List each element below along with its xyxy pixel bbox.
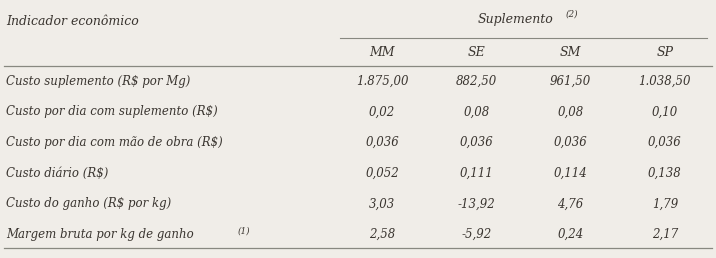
Text: Custo diário (R$): Custo diário (R$)	[6, 167, 108, 180]
Text: -13,92: -13,92	[458, 198, 495, 211]
Text: 0,10: 0,10	[652, 106, 678, 118]
Text: Custo por dia com mão de obra (R$): Custo por dia com mão de obra (R$)	[6, 136, 223, 149]
Text: 961,50: 961,50	[550, 75, 591, 88]
Text: 0,036: 0,036	[648, 136, 682, 149]
Text: 3,03: 3,03	[369, 198, 395, 211]
Text: 0,08: 0,08	[558, 106, 584, 118]
Text: 0,036: 0,036	[553, 136, 588, 149]
Text: 0,111: 0,111	[460, 167, 493, 180]
Text: 0,02: 0,02	[369, 106, 395, 118]
Text: 882,50: 882,50	[456, 75, 497, 88]
Text: 0,036: 0,036	[365, 136, 399, 149]
Text: Custo do ganho (R$ por kg): Custo do ganho (R$ por kg)	[6, 198, 171, 211]
Text: 1.038,50: 1.038,50	[639, 75, 691, 88]
Text: 0,036: 0,036	[460, 136, 493, 149]
Text: 1,79: 1,79	[652, 198, 678, 211]
Text: 2,17: 2,17	[652, 228, 678, 241]
Text: 2,58: 2,58	[369, 228, 395, 241]
Text: 1.875,00: 1.875,00	[356, 75, 408, 88]
Text: SE: SE	[468, 45, 485, 59]
Text: Suplemento: Suplemento	[478, 13, 553, 26]
Text: MM: MM	[369, 45, 395, 59]
Text: SM: SM	[560, 45, 581, 59]
Text: Custo por dia com suplemento (R$): Custo por dia com suplemento (R$)	[6, 106, 218, 118]
Text: 0,138: 0,138	[648, 167, 682, 180]
Text: -5,92: -5,92	[461, 228, 491, 241]
Text: 0,052: 0,052	[365, 167, 399, 180]
Text: 4,76: 4,76	[558, 198, 584, 211]
Text: Custo suplemento (R$ por Mg): Custo suplemento (R$ por Mg)	[6, 75, 190, 88]
Text: (2): (2)	[566, 10, 578, 19]
Text: 0,08: 0,08	[463, 106, 490, 118]
Text: (1): (1)	[238, 226, 251, 235]
Text: Margem bruta por kg de ganho: Margem bruta por kg de ganho	[6, 228, 194, 241]
Text: 0,114: 0,114	[553, 167, 588, 180]
Text: SP: SP	[657, 45, 673, 59]
Text: 0,24: 0,24	[558, 228, 584, 241]
Text: Indicador econômico: Indicador econômico	[6, 15, 139, 28]
